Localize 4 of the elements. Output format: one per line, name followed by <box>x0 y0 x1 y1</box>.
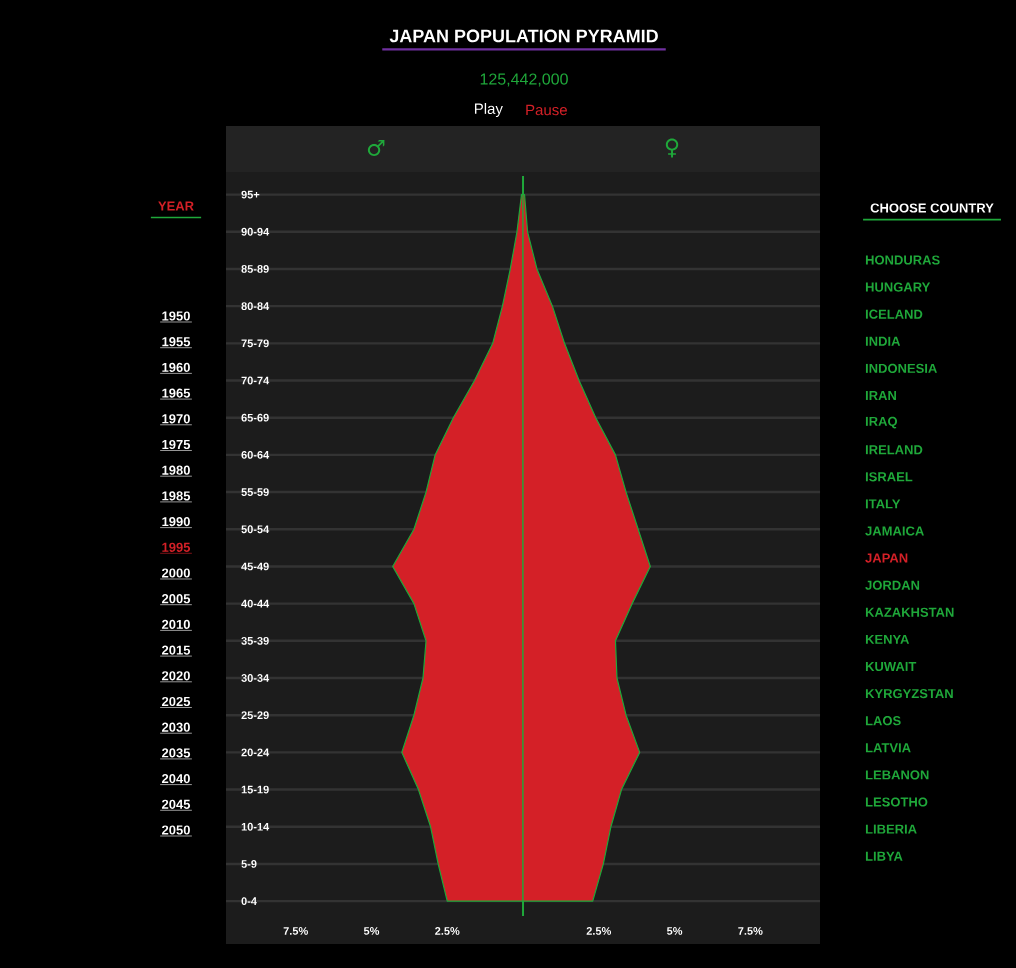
chart-title: JAPAN POPULATION PYRAMID <box>389 29 658 43</box>
text: ♀ <box>665 138 679 158</box>
text: ♂ <box>367 139 385 157</box>
chart-subtitle: 125,442,000 <box>480 73 568 87</box>
